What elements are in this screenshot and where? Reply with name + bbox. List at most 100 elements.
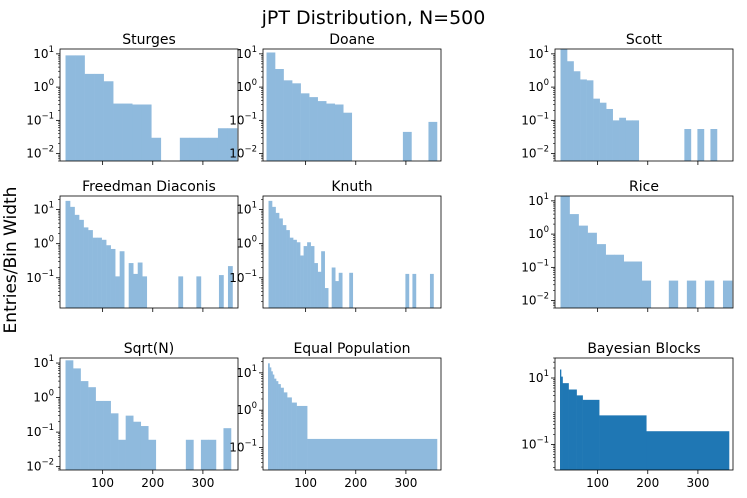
histogram-bar [300,93,310,161]
histogram-bar [324,288,329,308]
histogram-bar [227,266,233,308]
histogram-bar [599,102,607,161]
histogram-bar [307,438,438,470]
histogram-bar [646,431,730,470]
histogram-bar [704,280,715,308]
y-tick-label: 10−1 [229,269,257,285]
panel-title: Knuth [331,179,372,195]
histogram-bar [196,276,202,308]
histogram-bar [296,242,301,308]
histogram-bar [75,55,85,161]
panel-title: Sturges [122,32,176,48]
histogram-bar [314,263,318,308]
panel-sturges: Sturges 101 100 10−1 10−2 [26,32,239,165]
histogram-bar [97,237,102,308]
histogram-bar [88,230,93,308]
histogram-bar [722,280,733,308]
axes-frame [554,357,734,471]
histogram-bar [141,104,152,161]
histogram-bar [291,402,297,470]
histogram-bar [300,255,304,308]
histogram-bar [110,248,116,308]
histogram-bar [317,271,322,308]
histogram-bar [296,405,308,470]
x-tick-label: 200 [141,476,164,490]
panel-rice: Rice 101 100 10−1 10−2 [521,179,734,312]
histogram-bar [65,360,74,470]
axes-frame [262,195,442,309]
histogram-bar [113,103,123,161]
histogram-bar [106,245,111,308]
histogram-bar [132,104,143,161]
axes-frame [59,195,239,309]
histogram-bar [349,272,354,308]
histogram-bar [567,61,574,161]
x-tick-label: 200 [636,476,659,490]
histogram-bar [276,381,279,470]
histogram-bar [402,131,412,161]
panel-title: Sqrt(N) [124,341,174,357]
panel-scott: Scott 101 100 10−1 10−2 [521,32,734,165]
histogram-bar [65,55,76,161]
histogram-bar [189,137,200,161]
histogram-bar [103,81,114,161]
axes-frame [554,48,734,162]
histogram-bar [275,69,284,161]
histogram-bar [148,439,157,470]
histogram-bar [140,426,149,470]
histogram-bar [561,376,563,470]
histogram-bar [562,383,569,470]
x-tick-label: 300 [394,476,417,490]
y-tick-label: 10−1 [26,269,54,285]
histogram-bar [74,214,80,308]
panel-title: Bayesian Blocks [587,341,700,357]
histogram-bar [88,387,96,470]
histogram-bar [227,128,238,161]
histogram-bar [309,97,318,161]
y-tick-label: 101 [528,192,549,208]
histogram-bar [110,413,119,470]
histogram-bar [151,137,162,161]
histogram-bar [593,98,600,161]
histogram-bar [668,280,679,308]
panel-title: Rice [629,179,659,195]
histogram-bar [405,273,410,308]
histogram-bar [217,128,228,161]
histogram-bar [208,439,217,470]
y-tick-label: 101 [236,201,257,217]
histogram-bar [338,272,343,308]
histogram-bar [79,219,84,308]
histogram-bar [92,237,98,308]
histogram-bar [710,129,718,161]
histogram-bar [95,400,104,470]
panel-title: Freedman Diaconis [82,179,216,195]
histogram-bar [73,368,81,470]
y-tick-label: 100 [528,225,549,241]
histogram-bar [223,428,232,470]
histogram-bar [335,281,340,308]
y-tick-label: 10−2 [521,292,549,308]
histogram-bar [321,251,325,308]
y-tick-label: 10−1 [229,111,257,127]
histogram-bar [133,421,142,470]
histogram-bar [185,439,194,470]
histogram-bar [307,242,311,308]
panel-freedman-diaconis: Freedman Diaconis 101 100 10−1 [26,179,239,312]
histogram-bar [582,399,600,470]
y-tick-label: 10−2 [521,145,549,161]
histogram-bar [596,244,606,308]
histogram-bar [568,389,577,470]
histogram-bar [122,103,133,161]
histogram-bar [292,83,301,161]
histogram-bar [115,276,120,308]
histogram-bar [614,254,624,308]
y-tick-label: 10−2 [26,458,54,474]
y-tick-label: 10−1 [521,258,549,274]
y-tick-label: 100 [33,78,54,94]
histogram-bar [580,79,587,161]
histogram-bar [293,239,297,308]
histogram-bar [619,117,626,161]
histogram-bar [587,232,597,308]
y-tick-label: 10−1 [521,435,549,451]
histogram-bar [605,254,615,308]
